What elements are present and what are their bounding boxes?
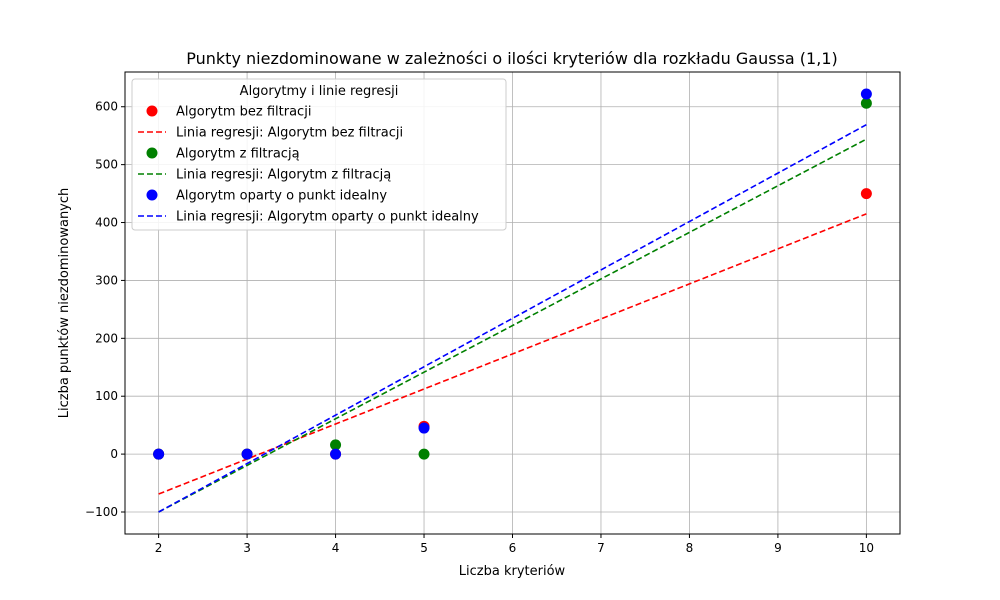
legend-marker (146, 189, 158, 201)
data-point (330, 448, 342, 460)
legend-label: Algorytm z filtracją (176, 147, 300, 162)
y-tick-label: −100 (85, 505, 118, 519)
y-tick-label: 600 (95, 100, 118, 114)
legend-label: Algorytm oparty o punkt idealny (176, 189, 387, 204)
x-tick-label: 6 (509, 541, 517, 555)
data-point (860, 188, 872, 200)
x-tick-label: 7 (597, 541, 605, 555)
y-tick-label: 100 (95, 389, 118, 403)
data-point (330, 439, 342, 451)
x-tick-label: 2 (155, 541, 163, 555)
regression-line (158, 213, 867, 495)
x-tick-label: 3 (243, 541, 251, 555)
x-tick-label: 5 (420, 541, 428, 555)
legend-label: Linia regresji: Algorytm oparty o punkt … (176, 210, 479, 225)
legend-title: Algorytmy i linie regresji (240, 84, 399, 99)
x-tick-label: 9 (774, 541, 782, 555)
legend-marker (146, 105, 158, 117)
legend: Algorytmy i linie regresji Algorytm bez … (131, 78, 507, 231)
legend-label: Algorytm bez filtracji (176, 105, 311, 120)
data-point (860, 88, 872, 100)
x-axis-label: Liczba kryteriów (459, 564, 566, 579)
legend-marker (146, 147, 158, 159)
y-tick-label: 200 (95, 331, 118, 345)
chart-title: Punkty niezdominowane w zależności o ilo… (186, 49, 837, 68)
legend-box (131, 78, 507, 231)
x-axis: 2 3 4 5 6 7 8 9 10 (155, 534, 874, 555)
data-point (418, 422, 430, 434)
y-tick-label: 0 (110, 447, 118, 461)
y-axis-label: Liczba punktów niezdominowanych (57, 188, 72, 419)
regression-line (158, 138, 867, 513)
legend-label: Linia regresji: Algorytm bez filtracji (176, 126, 403, 141)
y-tick-label: 400 (95, 216, 118, 230)
x-tick-label: 10 (859, 541, 874, 555)
x-tick-label: 4 (332, 541, 340, 555)
data-point (418, 448, 430, 460)
plot-layer (153, 88, 872, 513)
data-point (241, 448, 253, 460)
x-tick-label: 8 (686, 541, 694, 555)
y-tick-label: 300 (95, 273, 118, 287)
data-point (860, 97, 872, 109)
legend-label: Linia regresji: Algorytm z filtracją (176, 168, 391, 183)
data-point (153, 448, 165, 460)
y-tick-label: 500 (95, 158, 118, 172)
y-axis: −100 0 100 200 300 400 500 600 (85, 100, 125, 519)
